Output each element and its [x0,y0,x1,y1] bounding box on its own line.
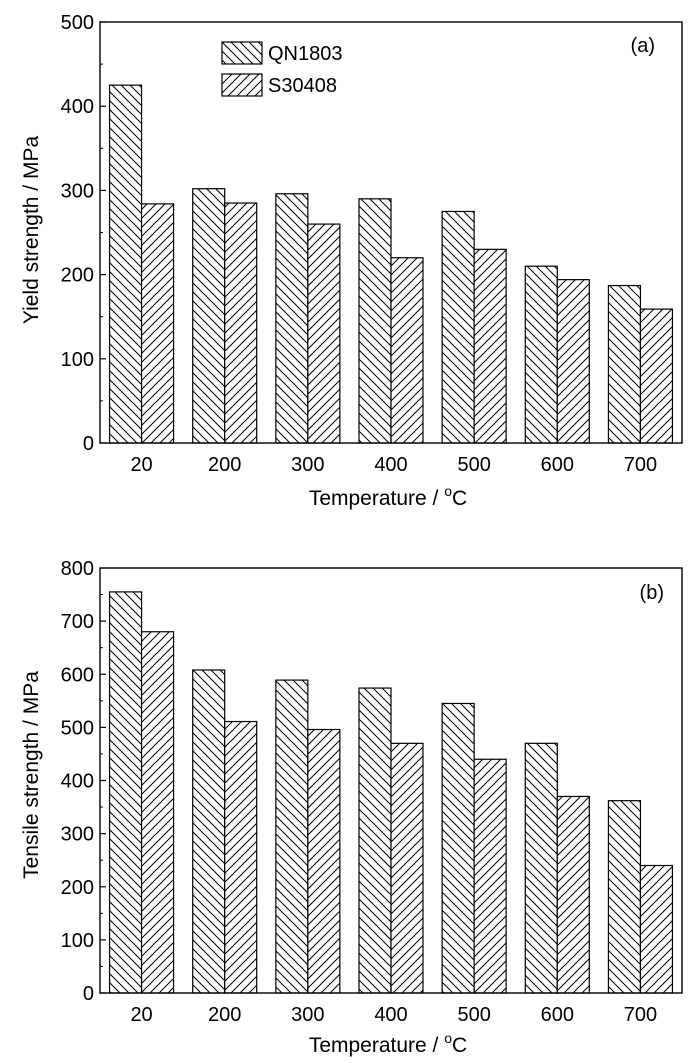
bar-qn1803-20 [108,591,143,994]
x-tick-label: 400 [374,1004,407,1026]
bar-qn1803-400 [358,687,392,994]
bar-qn1803-200 [192,188,226,444]
bar-qn1803-300 [275,679,309,994]
chart-panel-a: Yield strength / MPa Temperature / oC (a… [20,12,683,510]
bar-qn1803-400 [358,198,392,444]
legend: QN1803 S30408 [221,41,343,97]
x-tick-label: 300 [291,454,324,476]
x-tick-label: 600 [541,454,574,476]
x-tick-label: 20 [130,1004,152,1026]
x-tick-label: 300 [291,1004,324,1026]
bar-s30408-20 [140,203,175,444]
x-tick-label: 700 [624,454,657,476]
x-tick-label: 500 [457,454,490,476]
legend-swatch-s30408 [221,73,263,97]
x-tick-label: 20 [130,454,152,476]
bar-s30408-300 [307,728,341,994]
bar-s30408-200 [224,202,258,444]
x-tick-label: 500 [457,1004,490,1026]
bar-qn1803-500 [441,210,475,444]
x-tick-label: 600 [541,1004,574,1026]
x-axis-label: Temperature / oC [309,483,467,510]
bar-qn1803-300 [275,193,309,444]
bar-s30408-600 [556,795,590,994]
y-tick-label: 700 [61,611,94,633]
bar-s30408-400 [390,257,424,444]
bar-s30408-700 [639,308,674,444]
chart-panel-b: Tensile strength / MPa Temperature / oC … [20,558,683,1057]
y-axis-label: Tensile strength / MPa [20,671,43,879]
bar-qn1803-700 [607,284,642,444]
y-tick-label: 200 [61,265,94,287]
bar-s30408-500 [473,248,507,444]
legend-swatch-qn1803 [221,41,263,65]
y-tick-label: 400 [61,771,94,793]
bar-qn1803-600 [524,265,558,444]
y-tick-label: 400 [61,96,94,118]
bar-qn1803-600 [524,742,558,994]
bar-s30408-500 [473,758,507,994]
y-tick-label: 0 [83,433,94,455]
y-tick-label: 300 [61,180,94,202]
bar-s30408-400 [390,742,424,994]
x-tick-label: 700 [624,1004,657,1026]
bar-s30408-600 [556,279,590,444]
bar-s30408-200 [224,720,258,994]
y-tick-label: 600 [61,664,94,686]
y-tick-label: 800 [61,558,94,580]
y-tick-label: 100 [61,930,94,952]
y-tick-label: 0 [83,983,94,1005]
x-tick-label: 200 [208,1004,241,1026]
y-tick-label: 500 [61,12,94,34]
bar-s30408-20 [140,631,175,994]
y-tick-label: 500 [61,717,94,739]
bar-qn1803-500 [441,702,475,994]
x-axis-label: Temperature / oC [309,1030,467,1057]
panel-label: (a) [631,35,655,57]
bar-qn1803-20 [108,84,143,444]
x-tick-label: 200 [208,454,241,476]
bar-qn1803-200 [192,669,226,994]
bar-s30408-700 [639,864,674,994]
legend-label-qn1803: QN1803 [268,43,343,65]
plot-frame [99,21,683,444]
bar-s30408-300 [307,223,341,444]
y-axis-label: Yield strength / MPa [20,136,43,325]
bar-qn1803-700 [607,800,642,994]
y-tick-label: 300 [61,824,94,846]
panel-label: (b) [640,582,664,604]
y-tick-label: 200 [61,877,94,899]
y-tick-label: 100 [61,349,94,371]
plot-frame [99,567,683,994]
legend-label-s30408: S30408 [268,75,337,97]
x-tick-label: 400 [374,454,407,476]
